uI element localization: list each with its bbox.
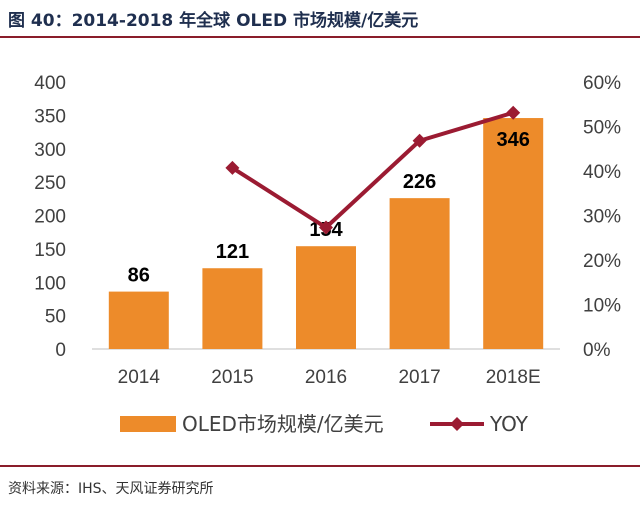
bar-data-label: 86 — [128, 265, 150, 287]
y-right-tick-label: 20% — [583, 251, 621, 272]
chart: 0 50 100 150 200 250 300 350 400 0% 10% 20% 30% 40% 5… — [34, 73, 621, 436]
y-left-tick-label: 250 — [34, 173, 66, 194]
yoy-series-line — [231, 110, 514, 230]
y-left-tick-label: 50 — [45, 307, 66, 328]
yoy-point — [319, 220, 333, 235]
bar — [202, 268, 263, 349]
y-right-tick-label: 40% — [583, 162, 621, 183]
x-tick-label: 2016 — [305, 367, 347, 388]
yoy-point — [225, 160, 240, 175]
legend-marker — [450, 417, 464, 431]
legend-swatch-bar — [120, 416, 176, 432]
x-tick-label: 2015 — [211, 367, 253, 388]
y-left-tick-label: 150 — [34, 240, 66, 261]
y-left-tick-label: 300 — [34, 140, 66, 161]
bar — [389, 198, 450, 349]
y-left-tick-label: 400 — [34, 73, 66, 94]
y-left-tick-label: 200 — [34, 207, 66, 228]
legend-label-bar: OLED市场规模/亿美元 — [182, 412, 384, 436]
bar-data-label: 346 — [497, 129, 530, 151]
legend-label-line: YOY — [489, 412, 529, 436]
bar — [483, 118, 544, 349]
bar-data-label: 121 — [216, 241, 249, 263]
yoy-point — [412, 133, 427, 148]
source-note: 资料来源：IHS、天风证券研究所 — [8, 481, 214, 497]
footer-rule — [0, 465, 640, 467]
y-right-tick-label: 60% — [583, 73, 621, 94]
bar — [108, 291, 169, 349]
bar — [296, 246, 356, 349]
legend: OLED市场规模/亿美元 YOY — [120, 412, 529, 436]
bar-data-label: 226 — [403, 171, 436, 193]
y-left-tick-label: 100 — [34, 273, 66, 294]
title-rule — [0, 36, 640, 38]
yoy-point — [506, 105, 521, 120]
y-right-tick-label: 10% — [583, 296, 621, 317]
y-right-tick-label: 50% — [583, 118, 621, 139]
figure-title: 图 40：2014-2018 年全球 OLED 市场规模/亿美元 — [8, 11, 419, 31]
y-right-tick-label: 0% — [583, 340, 611, 361]
x-tick-label: 2018E — [486, 367, 541, 388]
x-tick-label: 2014 — [118, 367, 161, 388]
y-right-tick-label: 30% — [583, 207, 621, 228]
y-left-tick-label: 0 — [55, 340, 66, 361]
x-tick-label: 2017 — [398, 367, 440, 388]
y-left-tick-label: 350 — [34, 106, 66, 127]
